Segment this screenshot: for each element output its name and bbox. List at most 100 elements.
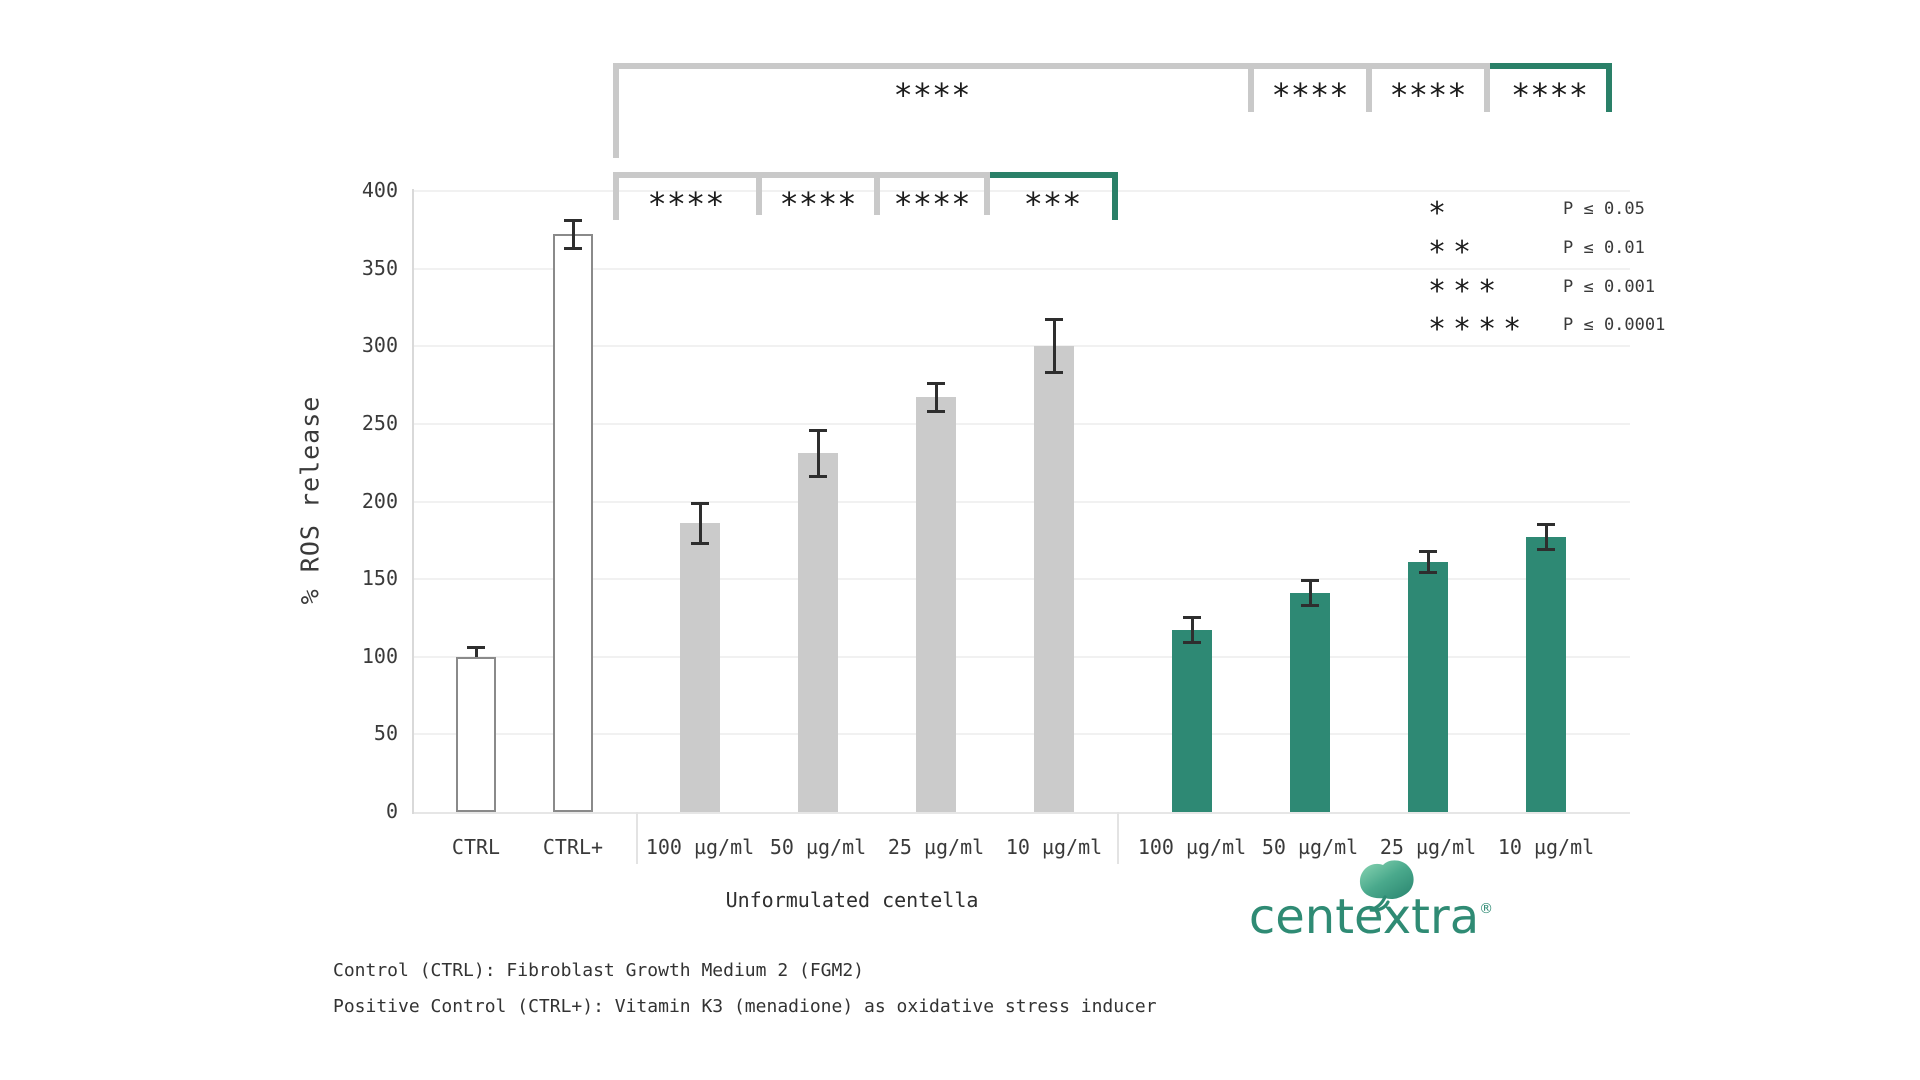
y-tick-label-150: 150 <box>361 565 398 590</box>
centextra-leaf-icon <box>1355 858 1419 918</box>
legend-label-1: P ≤ 0.05 <box>1563 199 1645 219</box>
gridline-50 <box>413 733 1630 736</box>
legend-symbol-2: ** <box>1428 235 1479 270</box>
significance-bracket-top-bar-green <box>1487 63 1612 69</box>
y-axis-line <box>412 189 414 814</box>
y-tick-label-0: 0 <box>385 798 398 823</box>
registered-trademark-symbol: ® <box>1479 901 1494 917</box>
error-bar-cap-bottom <box>1301 604 1319 608</box>
error-bar-cap-bottom <box>564 246 582 250</box>
x-axis-label-100-µg-ml: 100 µg/ml <box>1137 835 1247 859</box>
error-bar-cap-bottom <box>691 541 709 545</box>
significance-bracket-lower-bar-gray <box>613 172 987 178</box>
significance-bracket-lower-divider-2 <box>874 172 880 215</box>
y-tick-label-250: 250 <box>361 410 398 435</box>
significance-stars-top-4: **** <box>1510 76 1589 114</box>
legend-symbol-1: * <box>1428 196 1454 231</box>
gridline-350 <box>413 267 1630 270</box>
error-bar-cap-top <box>1301 579 1319 583</box>
bar-unformulated-centella-50-µg-ml <box>798 453 838 812</box>
x-axis-label-CTRL: CTRL <box>451 835 501 859</box>
significance-stars-lower-2: **** <box>779 185 857 223</box>
error-bar-line <box>816 430 820 477</box>
error-bar-line <box>474 647 478 657</box>
significance-stars-top-3: **** <box>1389 76 1467 114</box>
error-bar-cap-bottom <box>1537 548 1555 552</box>
y-tick-label-300: 300 <box>361 333 398 358</box>
significance-stars-lower-3: **** <box>893 185 971 223</box>
significance-bracket-top-bar-gray <box>613 63 1487 69</box>
x-axis-label-10-µg-ml: 10 µg/ml <box>1497 835 1595 859</box>
error-bar-cap-top <box>1537 523 1555 527</box>
significance-bracket-top-divider-2 <box>1366 63 1372 112</box>
legend-label-3: P ≤ 0.001 <box>1563 277 1656 297</box>
error-bar-cap-bottom <box>1183 641 1201 645</box>
error-bar-cap-top <box>1183 616 1201 620</box>
gridline-200 <box>413 500 1630 503</box>
legend-label-2: P ≤ 0.01 <box>1563 238 1645 258</box>
footnote-positive-control: Positive Control (CTRL+): Vitamin K3 (me… <box>333 996 1157 1017</box>
error-bar-line <box>571 220 575 249</box>
error-bar-line <box>934 383 938 412</box>
error-bar-cap-top <box>927 382 945 385</box>
error-bar-line <box>1052 319 1056 373</box>
x-axis-group-separator-2 <box>1117 812 1119 864</box>
significance-bracket-top-right-hook <box>1606 63 1612 112</box>
x-axis-line <box>413 812 1630 814</box>
legend-label-4: P ≤ 0.0001 <box>1563 315 1666 335</box>
error-bar-line <box>698 503 702 544</box>
bar-centextra-50-µg-ml <box>1290 593 1330 812</box>
significance-bracket-top-left-hook <box>613 63 619 158</box>
significance-stars-lower-1: **** <box>647 185 725 223</box>
y-tick-label-400: 400 <box>361 177 398 202</box>
y-tick-label-350: 350 <box>361 255 398 280</box>
significance-bracket-lower-divider-3 <box>984 172 990 215</box>
error-bar-cap-bottom <box>927 409 945 413</box>
error-bar-line <box>1190 617 1194 643</box>
bar-centextra-25-µg-ml <box>1408 562 1448 812</box>
error-bar-cap-bottom <box>809 475 827 479</box>
x-axis-group-separator-1 <box>636 812 638 864</box>
error-bar-cap-bottom <box>1419 571 1437 575</box>
y-tick-label-200: 200 <box>361 488 398 513</box>
error-bar-cap-top <box>691 501 709 505</box>
significance-bracket-lower-left-hook <box>613 172 619 220</box>
x-axis-label-50-µg-ml: 50 µg/ml <box>769 835 867 859</box>
bar-centextra-10-µg-ml <box>1526 537 1566 812</box>
gridline-250 <box>413 422 1630 425</box>
bar-controls-CTRL+ <box>553 234 593 812</box>
x-axis-label-25-µg-ml: 25 µg/ml <box>887 835 985 859</box>
x-axis-label-25-µg-ml: 25 µg/ml <box>1379 835 1477 859</box>
error-bar-cap-top <box>809 428 827 432</box>
gridline-400 <box>413 190 1630 192</box>
error-bar-line <box>1426 551 1430 573</box>
gridline-150 <box>413 578 1630 581</box>
bar-centextra-100-µg-ml <box>1172 630 1212 812</box>
error-bar-line <box>1544 524 1548 550</box>
significance-bracket-lower-right-hook <box>1112 172 1118 220</box>
error-bar-line <box>1308 580 1312 606</box>
gridline-300 <box>413 345 1630 348</box>
legend-symbol-4: **** <box>1428 312 1529 347</box>
error-bar-cap-top <box>1045 318 1063 322</box>
significance-stars-lower-4: *** <box>1023 185 1082 223</box>
x-axis-label-50-µg-ml: 50 µg/ml <box>1261 835 1359 859</box>
significance-bracket-top-divider-3 <box>1484 63 1490 112</box>
error-bar-cap-top <box>467 645 485 649</box>
group-label-unformulated-centella: Unformulated centella <box>725 888 979 912</box>
centextra-logo: centextra® <box>1249 889 1493 945</box>
significance-stars-top-2: **** <box>1271 76 1349 114</box>
y-tick-label-50: 50 <box>373 721 398 746</box>
gridline-100 <box>413 655 1630 658</box>
error-bar-cap-top <box>1419 549 1437 553</box>
significance-bracket-lower-bar-green <box>987 172 1118 178</box>
significance-bracket-top-divider-1 <box>1248 63 1254 112</box>
x-axis-label-100-µg-ml: 100 µg/ml <box>645 835 755 859</box>
footnote-control: Control (CTRL): Fibroblast Growth Medium… <box>333 960 865 981</box>
y-tick-label-100: 100 <box>361 643 398 668</box>
legend-symbol-3: *** <box>1428 274 1504 309</box>
significance-stars-top-1: **** <box>893 76 971 114</box>
significance-bracket-lower-divider-1 <box>756 172 762 215</box>
